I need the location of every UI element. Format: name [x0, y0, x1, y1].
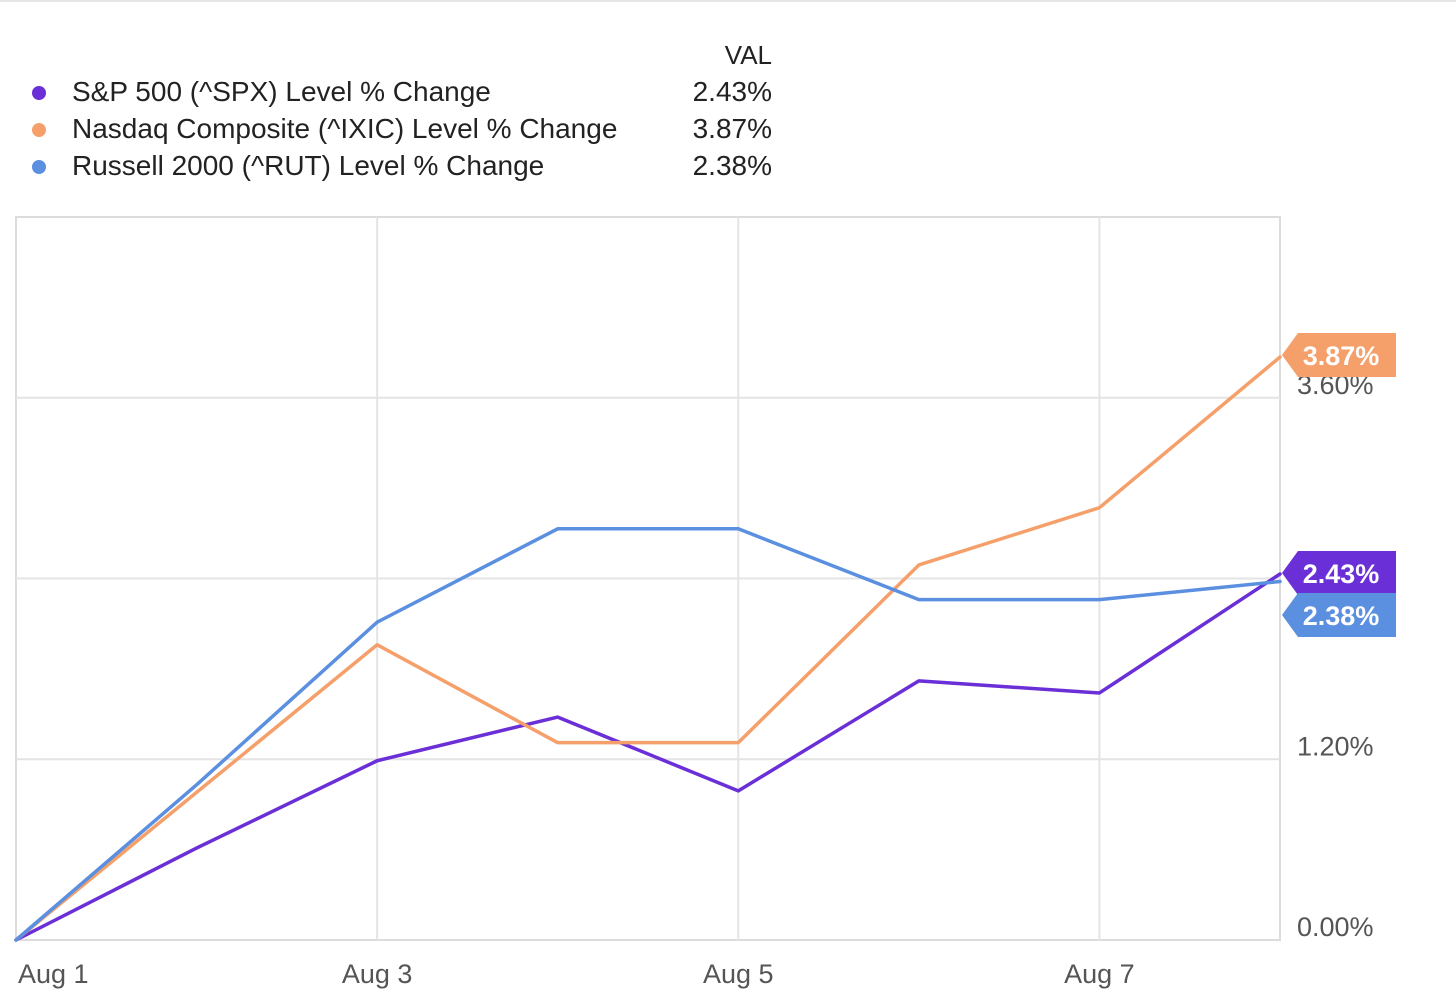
end-value-tag: [1282, 593, 1396, 637]
legend-dot-icon: [32, 123, 46, 137]
legend-dot-icon: [32, 86, 46, 100]
series-line-2: [14, 355, 1282, 942]
x-tick-label: Aug 7: [1064, 959, 1135, 989]
legend-item-rut[interactable]: Russell 2000 (^RUT) Level % Change 2.38%: [28, 148, 788, 184]
legend-value: 2.43%: [692, 76, 772, 107]
legend-dot-icon: [32, 160, 46, 174]
legend-item-spx[interactable]: S&P 500 (^SPX) Level % Change 2.43%: [28, 74, 788, 110]
y-tick-label: 0.00%: [1297, 912, 1374, 942]
series-line-3: [14, 527, 1282, 942]
legend-label: S&P 500 (^SPX) Level % Change: [72, 76, 491, 107]
y-tick-label: 1.20%: [1297, 731, 1374, 761]
legend-label: Russell 2000 (^RUT) Level % Change: [72, 150, 545, 181]
legend-item-ixic[interactable]: Nasdaq Composite (^IXIC) Level % Change …: [28, 111, 788, 147]
legend-value: 2.38%: [692, 150, 772, 181]
end-value-label: 3.87%: [1303, 341, 1380, 371]
end-value-tag: [1282, 551, 1396, 595]
end-value-tag: [1282, 333, 1396, 377]
legend-value-header: VAL: [724, 40, 772, 70]
top-divider: [0, 0, 1456, 2]
x-tick-label: Aug 1: [18, 959, 89, 989]
end-value-label: 2.43%: [1303, 559, 1380, 589]
x-tick-label: Aug 5: [703, 959, 774, 989]
x-tick-label: Aug 3: [342, 959, 413, 989]
end-value-label: 2.38%: [1303, 601, 1380, 631]
legend-value: 3.87%: [692, 113, 772, 144]
legend-label: Nasdaq Composite (^IXIC) Level % Change: [72, 113, 618, 144]
series-line-1: [14, 572, 1282, 942]
